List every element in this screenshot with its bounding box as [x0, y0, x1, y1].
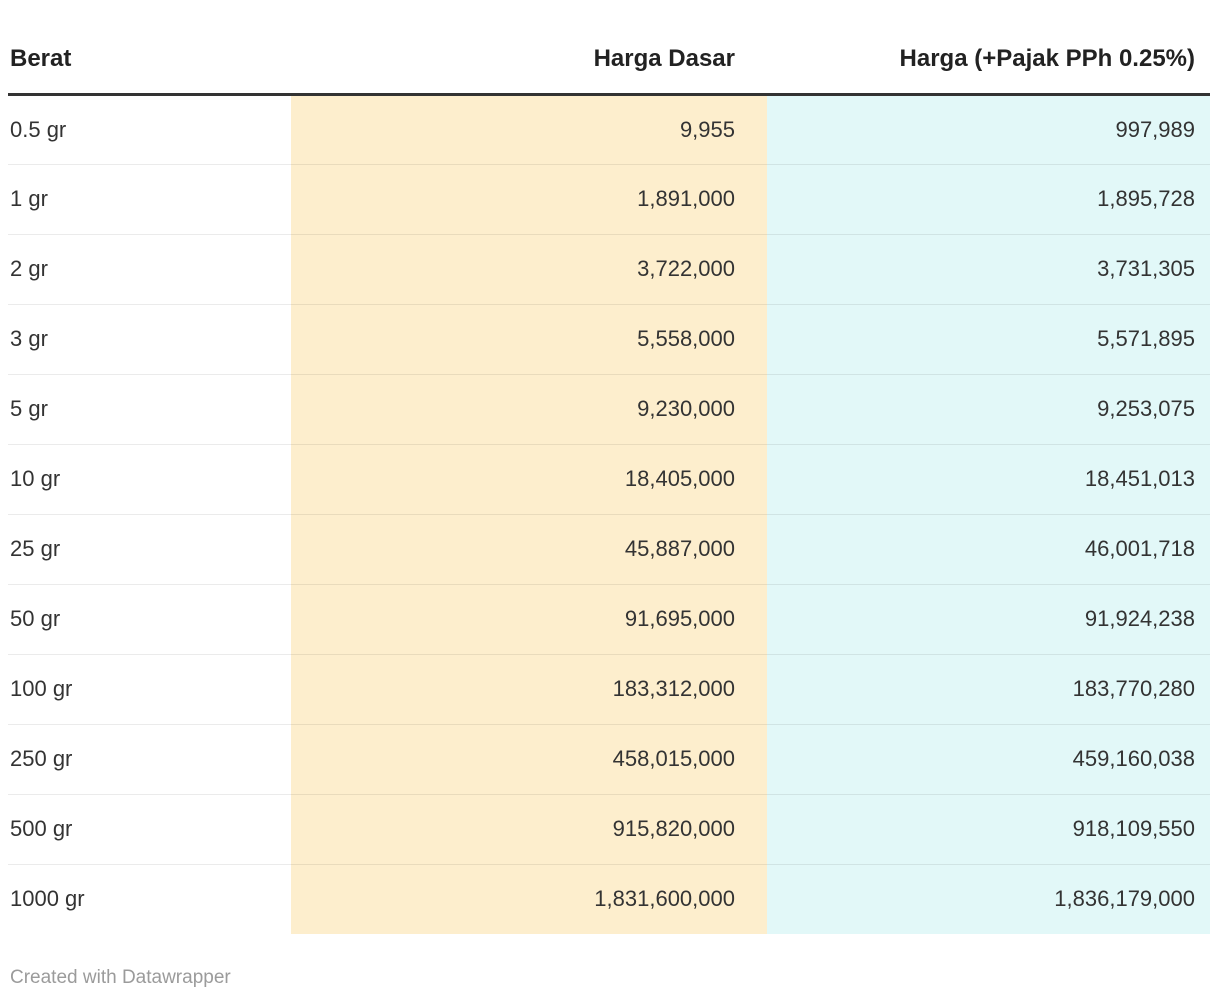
cell-berat: 25 gr — [8, 513, 291, 584]
cell-harga-pajak: 997,989 — [767, 94, 1210, 164]
cell-harga-dasar: 18,405,000 — [291, 443, 767, 514]
cell-berat: 1000 gr — [8, 863, 291, 934]
cell-berat: 1 gr — [8, 163, 291, 234]
table-row: 50 gr 91,695,000 91,924,238 — [8, 583, 1210, 654]
cell-harga-dasar: 9,955 — [291, 94, 767, 164]
table-row: 5 gr 9,230,000 9,253,075 — [8, 373, 1210, 444]
table-row: 25 gr 45,887,000 46,001,718 — [8, 513, 1210, 584]
cell-harga-pajak: 9,253,075 — [767, 373, 1210, 444]
cell-harga-dasar: 915,820,000 — [291, 793, 767, 864]
cell-berat: 500 gr — [8, 793, 291, 864]
cell-berat: 2 gr — [8, 233, 291, 304]
cell-harga-dasar: 9,230,000 — [291, 373, 767, 444]
table-row: 1000 gr 1,831,600,000 1,836,179,000 — [8, 863, 1210, 934]
table-row: 3 gr 5,558,000 5,571,895 — [8, 303, 1210, 374]
column-header-berat: Berat — [8, 0, 291, 96]
cell-harga-dasar: 183,312,000 — [291, 653, 767, 724]
cell-harga-pajak: 459,160,038 — [767, 723, 1210, 794]
cell-berat: 0.5 gr — [8, 94, 291, 164]
cell-harga-dasar: 91,695,000 — [291, 583, 767, 654]
table-body: 0.5 gr 9,955 997,989 1 gr 1,891,000 1,89… — [8, 94, 1210, 934]
table-row: 2 gr 3,722,000 3,731,305 — [8, 233, 1210, 304]
cell-harga-dasar: 3,722,000 — [291, 233, 767, 304]
cell-berat: 250 gr — [8, 723, 291, 794]
table-row: 100 gr 183,312,000 183,770,280 — [8, 653, 1210, 724]
cell-harga-pajak: 1,895,728 — [767, 163, 1210, 234]
price-table: Berat Harga Dasar Harga (+Pajak PPh 0.25… — [8, 0, 1210, 934]
cell-harga-pajak: 91,924,238 — [767, 583, 1210, 654]
cell-harga-pajak: 183,770,280 — [767, 653, 1210, 724]
cell-berat: 3 gr — [8, 303, 291, 374]
cell-berat: 50 gr — [8, 583, 291, 654]
cell-harga-pajak: 3,731,305 — [767, 233, 1210, 304]
datawrapper-attribution: Created with Datawrapper — [10, 967, 231, 988]
header-row: Berat Harga Dasar Harga (+Pajak PPh 0.25… — [8, 0, 1210, 96]
cell-berat: 5 gr — [8, 373, 291, 444]
cell-harga-dasar: 458,015,000 — [291, 723, 767, 794]
table-row: 250 gr 458,015,000 459,160,038 — [8, 723, 1210, 794]
cell-harga-pajak: 1,836,179,000 — [767, 863, 1210, 934]
cell-berat: 10 gr — [8, 443, 291, 514]
cell-harga-dasar: 45,887,000 — [291, 513, 767, 584]
table-row: 500 gr 915,820,000 918,109,550 — [8, 793, 1210, 864]
column-header-harga-pajak: Harga (+Pajak PPh 0.25%) — [767, 0, 1210, 96]
cell-harga-pajak: 5,571,895 — [767, 303, 1210, 374]
cell-harga-dasar: 5,558,000 — [291, 303, 767, 374]
cell-harga-dasar: 1,831,600,000 — [291, 863, 767, 934]
table-row: 1 gr 1,891,000 1,895,728 — [8, 163, 1210, 234]
cell-harga-dasar: 1,891,000 — [291, 163, 767, 234]
table-header: Berat Harga Dasar Harga (+Pajak PPh 0.25… — [8, 0, 1210, 96]
cell-harga-pajak: 46,001,718 — [767, 513, 1210, 584]
table-row: 0.5 gr 9,955 997,989 — [8, 94, 1210, 164]
column-header-harga-dasar: Harga Dasar — [291, 0, 767, 96]
table-row: 10 gr 18,405,000 18,451,013 — [8, 443, 1210, 514]
cell-harga-pajak: 918,109,550 — [767, 793, 1210, 864]
cell-harga-pajak: 18,451,013 — [767, 443, 1210, 514]
cell-berat: 100 gr — [8, 653, 291, 724]
